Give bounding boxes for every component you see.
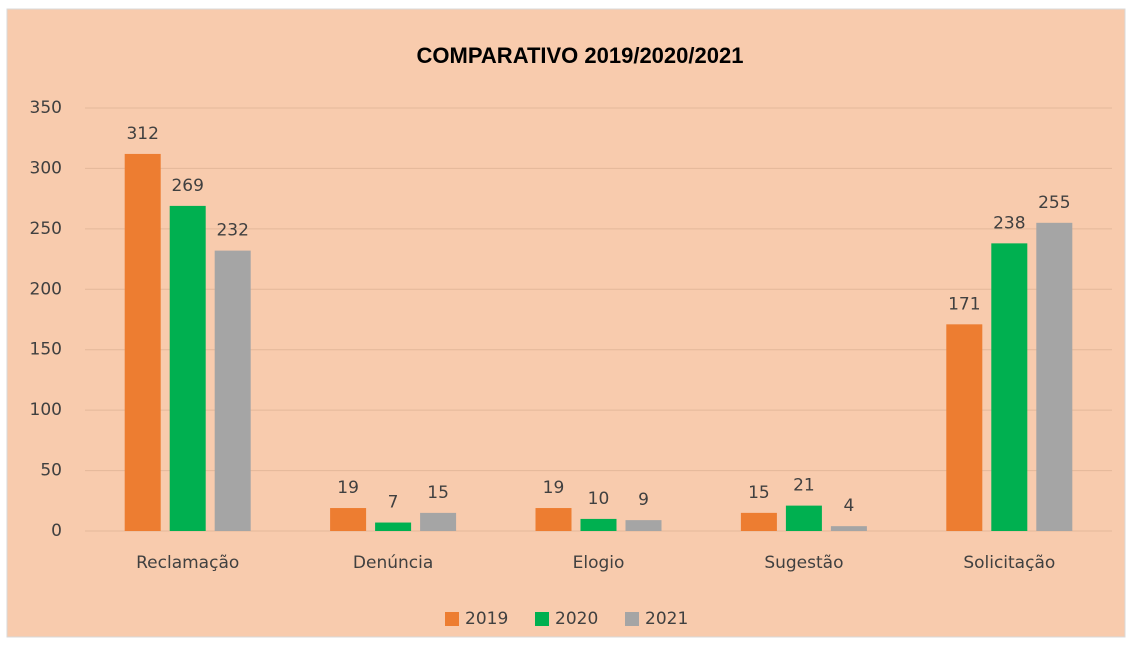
legend-label: 2019 [465,609,508,629]
data-label: 7 [388,493,399,513]
data-label: 232 [216,221,248,241]
x-tick-label: Reclamação [136,553,239,573]
data-label: 171 [948,294,980,314]
legend-swatch [625,612,639,626]
data-label: 269 [171,176,203,196]
bar [535,508,572,531]
y-tick-label: 200 [30,279,62,299]
bar [330,508,367,531]
bar [375,522,412,531]
data-label: 238 [993,213,1025,233]
bar [740,512,777,531]
y-tick-label: 50 [40,461,62,481]
y-tick-label: 250 [30,219,62,239]
data-label: 9 [638,490,649,510]
x-tick-label: Sugestão [764,553,843,573]
bar [625,520,662,531]
chart-title: COMPARATIVO 2019/2020/2021 [417,43,744,68]
bar [124,153,161,531]
legend-swatch [445,612,459,626]
y-tick-label: 300 [30,158,62,178]
bar [580,518,617,531]
bar [420,512,457,531]
data-label: 312 [126,124,158,144]
bar [946,324,983,531]
bar [1036,222,1073,532]
y-tick-label: 0 [51,521,62,541]
data-label: 4 [843,496,854,516]
bar [214,250,251,531]
bar [169,205,206,531]
data-label: 15 [427,483,449,503]
x-tick-label: Elogio [573,553,625,573]
bar [991,243,1028,532]
y-tick-label: 350 [30,98,62,118]
bar [785,505,822,531]
bar [830,526,867,531]
legend-label: 2020 [555,609,598,629]
legend-swatch [535,612,549,626]
x-tick-label: Denúncia [353,553,433,573]
y-tick-label: 150 [30,340,62,360]
data-label: 15 [748,483,770,503]
x-tick-label: Solicitação [963,553,1055,573]
data-label: 10 [588,489,610,509]
data-label: 19 [543,478,565,498]
data-label: 255 [1038,193,1070,213]
data-label: 19 [337,478,359,498]
y-tick-label: 100 [30,400,62,420]
data-label: 21 [793,476,815,496]
legend-label: 2021 [645,609,688,629]
